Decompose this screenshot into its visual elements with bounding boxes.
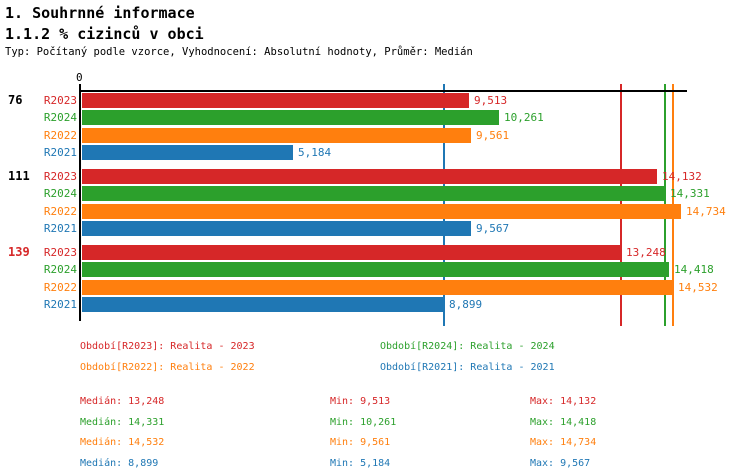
legend-entry-R2023: Období[R2023]: Realita - 2023 [80,341,255,352]
stat-median-R2022: Medián: 14,532 [80,437,165,448]
bar-value-label: 14,331 [670,187,710,200]
bar-series-label: R2023 [43,170,77,183]
bar-R2021 [82,221,471,236]
bar-series-label: R2024 [43,263,77,276]
legend-entry-R2022: Období[R2022]: Realita - 2022 [80,362,255,373]
indicator-title: 1.1.2 % cizinců v obci [5,25,204,43]
bar-R2021 [82,297,444,312]
bar-value-label: 8,899 [449,298,483,311]
bar-series-label: R2023 [43,94,77,107]
stat-min-R2021: Min: 5,184 [330,458,391,469]
x-axis-zero-label: 0 [76,71,83,84]
group-label: 111 [8,169,30,183]
stat-min-R2023: Min: 9,513 [330,396,391,407]
bar-R2023 [82,93,469,108]
legend-entry-R2024: Období[R2024]: Realita - 2024 [380,341,555,352]
y-axis-line [79,84,81,321]
stat-median-R2023: Medián: 13,248 [80,396,165,407]
bar-value-label: 14,734 [686,205,726,218]
bar-R2023 [82,169,657,184]
bar-series-label: R2021 [43,222,77,235]
stat-median-R2021: Medián: 8,899 [80,458,159,469]
bar-value-label: 9,567 [476,222,510,235]
bar-R2023 [82,245,621,260]
stat-max-R2021: Max: 9,567 [530,458,591,469]
bar-R2024 [82,186,665,201]
bar-series-label: R2024 [43,187,77,200]
x-axis-line [79,90,687,92]
bar-value-label: 5,184 [298,146,332,159]
legend-entry-R2021: Období[R2021]: Realita - 2021 [380,362,555,373]
stat-max-R2023: Max: 14,132 [530,396,597,407]
stat-max-R2022: Max: 14,734 [530,437,597,448]
indicator-meta-line: Typ: Počítaný podle vzorce, Vyhodnocení:… [5,46,473,58]
bar-series-label: R2023 [43,246,77,259]
bar-series-label: R2021 [43,298,77,311]
bar-R2022 [82,204,681,219]
bar-value-label: 9,513 [474,94,508,107]
bar-value-label: 10,261 [504,111,544,124]
bar-R2022 [82,128,471,143]
bar-R2022 [82,280,673,295]
bar-R2024 [82,262,669,277]
bar-R2024 [82,110,499,125]
report-section-title: 1. Souhrnné informace [5,4,195,22]
bar-value-label: 14,132 [662,170,702,183]
stat-min-R2024: Min: 10,261 [330,417,397,428]
bar-value-label: 14,532 [678,281,718,294]
group-label: 139 [8,245,30,259]
bar-value-label: 13,248 [626,246,666,259]
bar-value-label: 14,418 [674,263,714,276]
bar-series-label: R2022 [43,281,77,294]
bar-series-label: R2021 [43,146,77,159]
bar-series-label: R2022 [43,129,77,142]
stat-max-R2024: Max: 14,418 [530,417,597,428]
bar-series-label: R2022 [43,205,77,218]
stat-median-R2024: Medián: 14,331 [80,417,165,428]
bar-R2021 [82,145,293,160]
bar-value-label: 9,561 [476,129,510,142]
stat-min-R2022: Min: 9,561 [330,437,391,448]
group-label: 76 [8,93,23,107]
bar-series-label: R2024 [43,111,77,124]
